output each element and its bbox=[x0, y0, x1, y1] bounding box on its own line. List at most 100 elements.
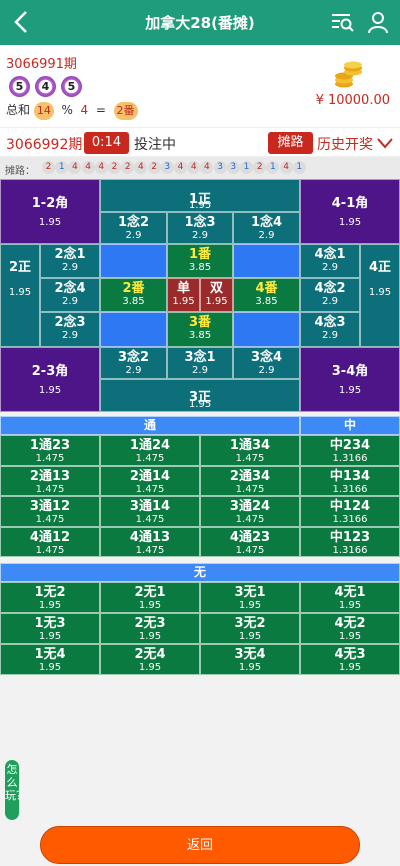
bet-cell-button[interactable]: 1通24 1.475 bbox=[100, 435, 200, 466]
bet-odd: 2.9 bbox=[125, 365, 142, 376]
return-button[interactable]: 返回 bbox=[40, 826, 360, 864]
bet-cell-button[interactable]: 4通23 1.475 bbox=[200, 526, 300, 557]
bet-cell-button[interactable]: 4无2 1.95 bbox=[300, 613, 400, 644]
bet-name: 1无3 bbox=[34, 616, 66, 631]
trend-label: 摊路： bbox=[5, 166, 35, 177]
corner-3-4-button[interactable]: 3-4角 1.95 bbox=[300, 347, 400, 412]
bet-cell-button[interactable]: 4通12 1.475 bbox=[0, 526, 100, 557]
mod-value: 4 bbox=[80, 103, 89, 117]
bet-odd: 1.95 bbox=[338, 600, 362, 611]
bet-cell-button[interactable]: 1通34 1.475 bbox=[200, 435, 300, 466]
corner-1-2-button[interactable]: 1-2角 1.95 bbox=[0, 179, 100, 244]
bet-cell-button[interactable]: 3通12 1.475 bbox=[0, 496, 100, 527]
nian-3-2-button[interactable]: 3念2 2.9 bbox=[100, 347, 167, 379]
trend-button[interactable]: 摊路 bbox=[268, 132, 313, 154]
nian-4-1-button[interactable]: 4念1 2.9 bbox=[300, 244, 360, 278]
last-draw-panel: 3066991期 5 4 5 总和 14 % 4 = 2番 ¥ 10000.00 bbox=[0, 45, 400, 127]
bet-cell-button[interactable]: 4通13 1.475 bbox=[100, 526, 200, 557]
sum-value: 14 bbox=[33, 102, 54, 120]
history-button[interactable]: 历史开奖 bbox=[317, 137, 373, 153]
bet-cell-button[interactable]: 3通24 1.475 bbox=[200, 496, 300, 527]
bet-odd: 1.95 bbox=[138, 600, 162, 611]
fan-2-button[interactable]: 2番 3.85 bbox=[100, 278, 167, 312]
bet-cell-button[interactable]: 2通14 1.475 bbox=[100, 465, 200, 496]
bet-cell-button[interactable]: 中124 1.3166 bbox=[300, 496, 400, 527]
back-arrow-icon[interactable] bbox=[10, 8, 34, 36]
nian-4-3-button[interactable]: 4念3 2.9 bbox=[300, 312, 360, 347]
bet-odd: 2.9 bbox=[62, 262, 78, 273]
trend-ball: 4 bbox=[279, 161, 293, 174]
bet-cell-button[interactable]: 1无4 1.95 bbox=[0, 644, 100, 675]
bet-odd: 1.475 bbox=[135, 544, 165, 556]
nian-4-2-button[interactable]: 4念2 2.9 bbox=[300, 278, 360, 312]
bet-cell-button[interactable]: 3无4 1.95 bbox=[200, 644, 300, 675]
trend-ball: 2 bbox=[108, 161, 121, 174]
nian-2-1-button[interactable]: 2念1 2.9 bbox=[40, 244, 100, 278]
bet-cell-button[interactable]: 3无2 1.95 bbox=[200, 613, 300, 644]
search-list-icon[interactable] bbox=[330, 10, 354, 34]
bet-name: 中124 bbox=[329, 499, 371, 514]
bet-odd: 1.475 bbox=[35, 544, 65, 556]
nian-1-4-button[interactable]: 1念4 2.9 bbox=[233, 212, 300, 244]
bet-odd: 1.3166 bbox=[332, 453, 368, 464]
nian-2-3-button[interactable]: 2念3 2.9 bbox=[40, 312, 100, 347]
board-filler bbox=[100, 312, 167, 347]
bet-cell-button[interactable]: 1通23 1.475 bbox=[0, 435, 100, 466]
bet-cell-button[interactable]: 1无3 1.95 bbox=[0, 613, 100, 644]
bet-odd: 1.95 bbox=[338, 385, 362, 396]
bet-cell-button[interactable]: 3无1 1.95 bbox=[200, 582, 300, 613]
bet-cell-button[interactable]: 4无3 1.95 bbox=[300, 644, 400, 675]
fan-3-button[interactable]: 3番 3.85 bbox=[167, 312, 233, 347]
user-icon[interactable] bbox=[366, 10, 390, 34]
bet-cell-button[interactable]: 2无1 1.95 bbox=[100, 582, 200, 613]
bet-odd: 1.95 bbox=[189, 399, 212, 410]
nian-2-4-button[interactable]: 2念4 2.9 bbox=[40, 278, 100, 312]
bet-odd: 2.9 bbox=[192, 230, 208, 241]
zheng-3-button[interactable]: 3正 1.95 bbox=[100, 379, 300, 412]
bet-cell-button[interactable]: 3通14 1.475 bbox=[100, 496, 200, 527]
bet-cell-button[interactable]: 中134 1.3166 bbox=[300, 465, 400, 496]
bet-cell-button[interactable]: 1无2 1.95 bbox=[0, 582, 100, 613]
bet-odd: 2.9 bbox=[258, 365, 275, 376]
bet-name: 4念2 bbox=[314, 281, 346, 296]
nian-3-4-button[interactable]: 3念4 2.9 bbox=[233, 347, 300, 379]
bet-cell-button[interactable]: 2通13 1.475 bbox=[0, 465, 100, 496]
bet-odd: 1.475 bbox=[35, 483, 65, 495]
nian-1-2-button[interactable]: 1念2 2.9 bbox=[100, 212, 167, 244]
bet-name: 中134 bbox=[329, 468, 371, 484]
bet-name: 4念1 bbox=[314, 247, 346, 262]
bet-cell-button[interactable]: 2无3 1.95 bbox=[100, 613, 200, 644]
corner-4-1-button[interactable]: 4-1角 1.95 bbox=[300, 179, 400, 244]
board-filler bbox=[233, 312, 300, 347]
bet-odd: 1.95 bbox=[138, 662, 162, 673]
nian-3-1-button[interactable]: 3念1 2.9 bbox=[167, 347, 233, 379]
trend-ball: 4 bbox=[134, 161, 148, 174]
bet-name: 2无4 bbox=[134, 647, 166, 662]
corner-2-3-button[interactable]: 2-3角 1.95 bbox=[0, 347, 100, 412]
trend-ball: 1 bbox=[240, 161, 253, 174]
odd-bet-button[interactable]: 单 1.95 bbox=[167, 278, 200, 312]
trend-ball: 2 bbox=[147, 161, 161, 174]
bet-name: 3通12 bbox=[29, 499, 71, 514]
bet-cell-button[interactable]: 2通34 1.475 bbox=[200, 465, 300, 496]
fan-4-button[interactable]: 4番 3.85 bbox=[233, 278, 300, 312]
bet-odd: 1.3166 bbox=[332, 544, 368, 556]
nian-1-3-button[interactable]: 1念3 2.9 bbox=[167, 212, 233, 244]
zheng-2-button[interactable]: 2正 1.95 bbox=[0, 244, 40, 347]
zheng-4-button[interactable]: 4正 1.95 bbox=[360, 244, 400, 347]
bet-cell-button[interactable]: 中234 1.3166 bbox=[300, 435, 400, 466]
bet-cell-button[interactable]: 4无1 1.95 bbox=[300, 582, 400, 613]
trend-ball: 4 bbox=[174, 161, 187, 174]
bet-cell-button[interactable]: 2无4 1.95 bbox=[100, 644, 200, 675]
bet-cell-button[interactable]: 中123 1.3166 bbox=[300, 526, 400, 557]
trend-ball: 4 bbox=[187, 161, 201, 174]
balance: ¥ 10000.00 bbox=[315, 93, 390, 108]
bet-name: 2念3 bbox=[54, 315, 86, 330]
fan-1-button[interactable]: 1番 3.85 bbox=[167, 244, 233, 278]
zheng-1-button[interactable]: 1正 1.95 bbox=[100, 179, 300, 212]
bet-name: 3念4 bbox=[250, 350, 283, 365]
how-to-play-button[interactable]: 怎么玩？ bbox=[5, 760, 27, 820]
even-bet-button[interactable]: 双 1.95 bbox=[200, 278, 233, 312]
chevron-down-icon[interactable] bbox=[377, 137, 393, 149]
bet-odd: 1.95 bbox=[38, 217, 62, 228]
